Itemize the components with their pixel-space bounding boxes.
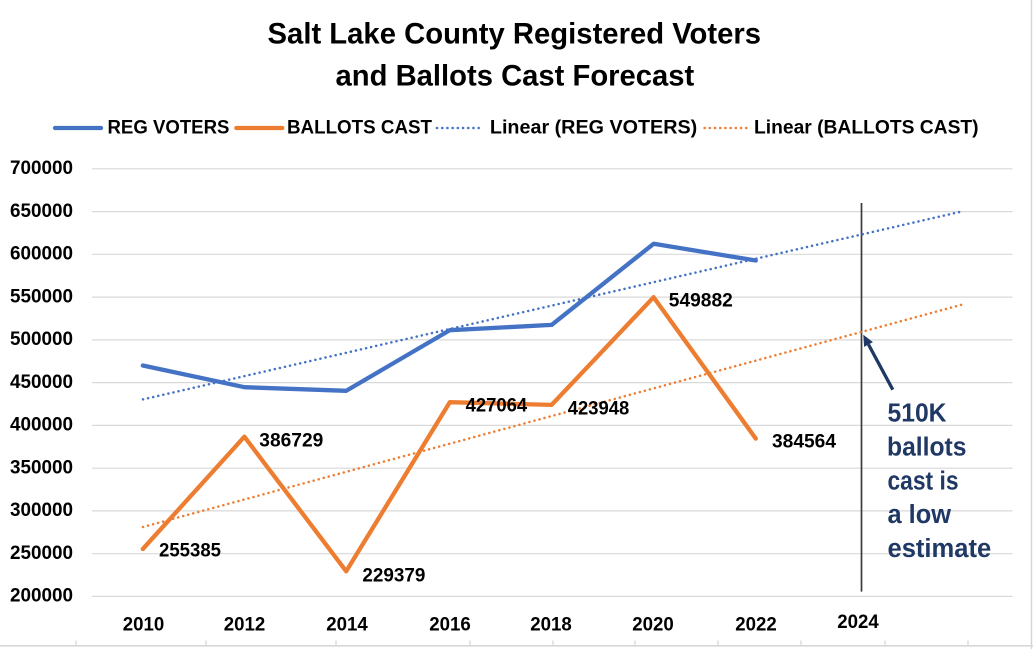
- svg-text:300000: 300000: [10, 500, 73, 521]
- svg-text:450000: 450000: [10, 372, 73, 393]
- svg-text:200000: 200000: [10, 586, 73, 607]
- svg-text:427064: 427064: [466, 396, 528, 417]
- svg-text:386729: 386729: [259, 430, 323, 451]
- svg-text:2012: 2012: [224, 614, 266, 635]
- svg-text:a low: a low: [888, 501, 952, 529]
- svg-text:2024: 2024: [837, 612, 879, 633]
- svg-text:2022: 2022: [735, 614, 777, 635]
- svg-text:Linear (BALLOTS CAST): Linear (BALLOTS CAST): [754, 116, 979, 138]
- svg-text:cast is: cast is: [888, 467, 959, 495]
- svg-text:2016: 2016: [429, 614, 471, 635]
- svg-text:BALLOTS CAST: BALLOTS CAST: [287, 116, 432, 138]
- svg-text:250000: 250000: [10, 543, 73, 564]
- svg-text:ballots: ballots: [887, 434, 967, 462]
- svg-text:650000: 650000: [10, 201, 73, 222]
- svg-text:2014: 2014: [326, 614, 368, 635]
- svg-text:estimate: estimate: [888, 535, 992, 563]
- svg-text:700000: 700000: [10, 158, 73, 179]
- svg-text:and Ballots Cast Forecast: and Ballots Cast Forecast: [336, 60, 695, 93]
- svg-text:400000: 400000: [10, 415, 73, 436]
- svg-text:2010: 2010: [123, 614, 165, 635]
- svg-text:255385: 255385: [159, 540, 221, 561]
- svg-text:550000: 550000: [10, 286, 73, 307]
- svg-text:500000: 500000: [10, 329, 73, 350]
- svg-text:423948: 423948: [568, 399, 630, 420]
- svg-text:Salt Lake County Registered Vo: Salt Lake County Registered Voters: [268, 18, 762, 51]
- svg-text:510K: 510K: [888, 400, 948, 428]
- svg-text:Linear (REG VOTERS): Linear (REG VOTERS): [490, 116, 697, 138]
- svg-text:384564: 384564: [772, 431, 836, 452]
- svg-text:600000: 600000: [10, 244, 73, 265]
- svg-text:REG VOTERS: REG VOTERS: [108, 116, 230, 138]
- svg-text:2020: 2020: [632, 614, 674, 635]
- svg-text:2018: 2018: [530, 614, 572, 635]
- svg-text:549882: 549882: [669, 291, 733, 312]
- svg-text:350000: 350000: [10, 457, 73, 478]
- svg-text:229379: 229379: [362, 565, 425, 586]
